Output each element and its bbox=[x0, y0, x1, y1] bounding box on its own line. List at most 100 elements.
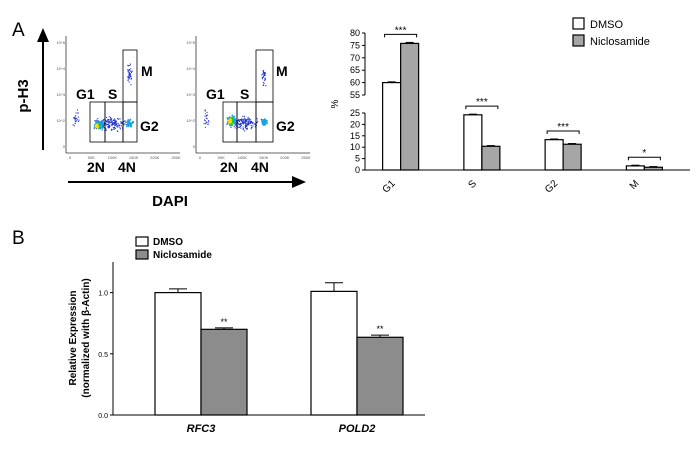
flow-event-dot bbox=[239, 126, 241, 128]
flow-tick-y: 0 bbox=[193, 144, 196, 149]
flow-event-dot bbox=[105, 129, 107, 131]
flow-event-dot bbox=[263, 70, 265, 72]
flow-event-dot bbox=[244, 117, 246, 119]
flow-event-dot bbox=[233, 120, 235, 123]
bar-g1-dmso bbox=[382, 81, 402, 171]
flow-event-dot bbox=[229, 123, 232, 126]
flow-plot-niclosamide: 0 50K 100K 150K 200K 250K 10^5 10^4 10^3 10^2 0 G1… bbox=[186, 36, 311, 175]
flow-event-dot bbox=[129, 64, 131, 67]
bar-rfc3-niclosamide bbox=[200, 328, 248, 416]
flow-event-dot bbox=[233, 125, 235, 127]
flow-event-dot bbox=[251, 126, 253, 129]
flow-event-dot bbox=[128, 123, 131, 126]
flow-event-dot bbox=[239, 125, 241, 128]
flow-event-dot bbox=[110, 119, 112, 121]
flow-event-dot bbox=[240, 127, 242, 129]
flow-event-dot bbox=[261, 78, 264, 80]
flow-event-dot bbox=[77, 116, 79, 118]
flow-event-dot bbox=[105, 120, 107, 122]
flow-tick-y: 10^3 bbox=[56, 92, 65, 97]
flow-event-dot bbox=[118, 124, 120, 126]
flow-event-dot bbox=[263, 120, 265, 123]
flow-event-dot bbox=[108, 122, 110, 124]
flow-y-label: p-H3 bbox=[15, 79, 32, 112]
bar-g1-niclosamide bbox=[400, 42, 420, 171]
flow-tick-x: 0 bbox=[199, 155, 202, 160]
flow-event-dot bbox=[247, 118, 249, 120]
flow-event-dot bbox=[132, 120, 135, 123]
flow-event-dot bbox=[246, 123, 248, 125]
flow-event-dot bbox=[111, 120, 113, 122]
flow-event-dot bbox=[117, 118, 120, 120]
y-tick-label: 20 bbox=[350, 119, 360, 129]
flow-event-dot bbox=[77, 120, 80, 123]
flow-event-dot bbox=[130, 125, 133, 127]
flow-event-dot bbox=[204, 115, 206, 117]
gate-label-g2: G2 bbox=[140, 118, 159, 134]
flow-tick-y: 0 bbox=[63, 144, 66, 149]
flow-event-dot bbox=[228, 121, 231, 124]
flow-event-dot bbox=[110, 121, 112, 123]
flow-event-dot bbox=[75, 115, 77, 117]
flow-event-dot bbox=[245, 121, 247, 123]
flow-event-dot bbox=[95, 119, 98, 121]
bar-pold2-dmso bbox=[310, 290, 358, 416]
flow-event-dot bbox=[75, 120, 77, 122]
flow-event-dot bbox=[204, 110, 206, 112]
flow-event-dot bbox=[76, 119, 78, 121]
flow-dots-dmso bbox=[72, 63, 135, 133]
gate-label-s: S bbox=[240, 86, 249, 102]
flow-event-dot bbox=[108, 126, 110, 129]
flow-event-dot bbox=[110, 129, 113, 131]
flow-tick-x: 100K bbox=[108, 155, 118, 160]
flow-event-dot bbox=[242, 118, 244, 120]
flow-event-dot bbox=[78, 119, 80, 121]
x-category-label: M bbox=[628, 178, 642, 192]
flow-tick-y: 10^5 bbox=[56, 40, 65, 45]
y-tick-label: 0 bbox=[355, 165, 360, 175]
flow-event-dot bbox=[114, 124, 116, 126]
bar-s-niclosamide bbox=[481, 145, 501, 171]
flow-event-dot bbox=[128, 68, 130, 71]
flow-event-dot bbox=[208, 121, 210, 123]
flow-event-dot bbox=[264, 74, 266, 76]
flow-event-dot bbox=[113, 128, 115, 130]
flow-event-dot bbox=[261, 74, 263, 76]
flow-event-dot bbox=[128, 65, 130, 67]
flow-event-dot bbox=[106, 116, 108, 119]
flow-event-dot bbox=[102, 119, 105, 121]
flow-event-dot bbox=[101, 125, 104, 128]
flow-event-dot bbox=[129, 74, 131, 76]
flow-event-dot bbox=[262, 81, 264, 83]
flow-event-dot bbox=[240, 120, 242, 122]
flow-event-dot bbox=[264, 72, 266, 74]
flow-plot-dmso: 0 50K 100K 150K 200K 250K 10^5 10^4 10^3 10^2 0 G1… bbox=[56, 36, 181, 175]
flow-event-dot bbox=[234, 127, 236, 129]
flow-tick-x: 250K bbox=[171, 155, 181, 160]
gate-label-m: M bbox=[276, 63, 288, 79]
flow-event-dot bbox=[263, 122, 266, 125]
flow-event-dot bbox=[205, 117, 207, 119]
y-tick-label: 5 bbox=[355, 154, 360, 164]
flow-event-dot bbox=[242, 126, 244, 128]
legend-swatch-dmso bbox=[135, 236, 149, 247]
flow-event-dot bbox=[250, 121, 252, 123]
flow-event-dot bbox=[263, 72, 265, 74]
x-category-label: POLD2 bbox=[339, 423, 376, 435]
flow-event-dot bbox=[262, 73, 264, 75]
flow-event-dot bbox=[126, 121, 129, 124]
flow-event-dot bbox=[246, 128, 248, 130]
flow-event-dot bbox=[263, 82, 265, 84]
flow-event-dot bbox=[262, 72, 264, 74]
flow-event-dot bbox=[123, 121, 125, 123]
flow-event-dot bbox=[263, 84, 265, 86]
bar-g2-niclosamide bbox=[562, 143, 582, 171]
flow-event-dot bbox=[207, 114, 209, 116]
flow-event-dot bbox=[113, 126, 116, 128]
flow-event-dot bbox=[116, 126, 118, 128]
flow-event-dot bbox=[107, 123, 109, 125]
y-tick-label: 55 bbox=[350, 90, 360, 100]
flow-event-dot bbox=[241, 118, 243, 120]
gate-label-m: M bbox=[141, 63, 153, 79]
flow-event-dot bbox=[234, 124, 237, 127]
